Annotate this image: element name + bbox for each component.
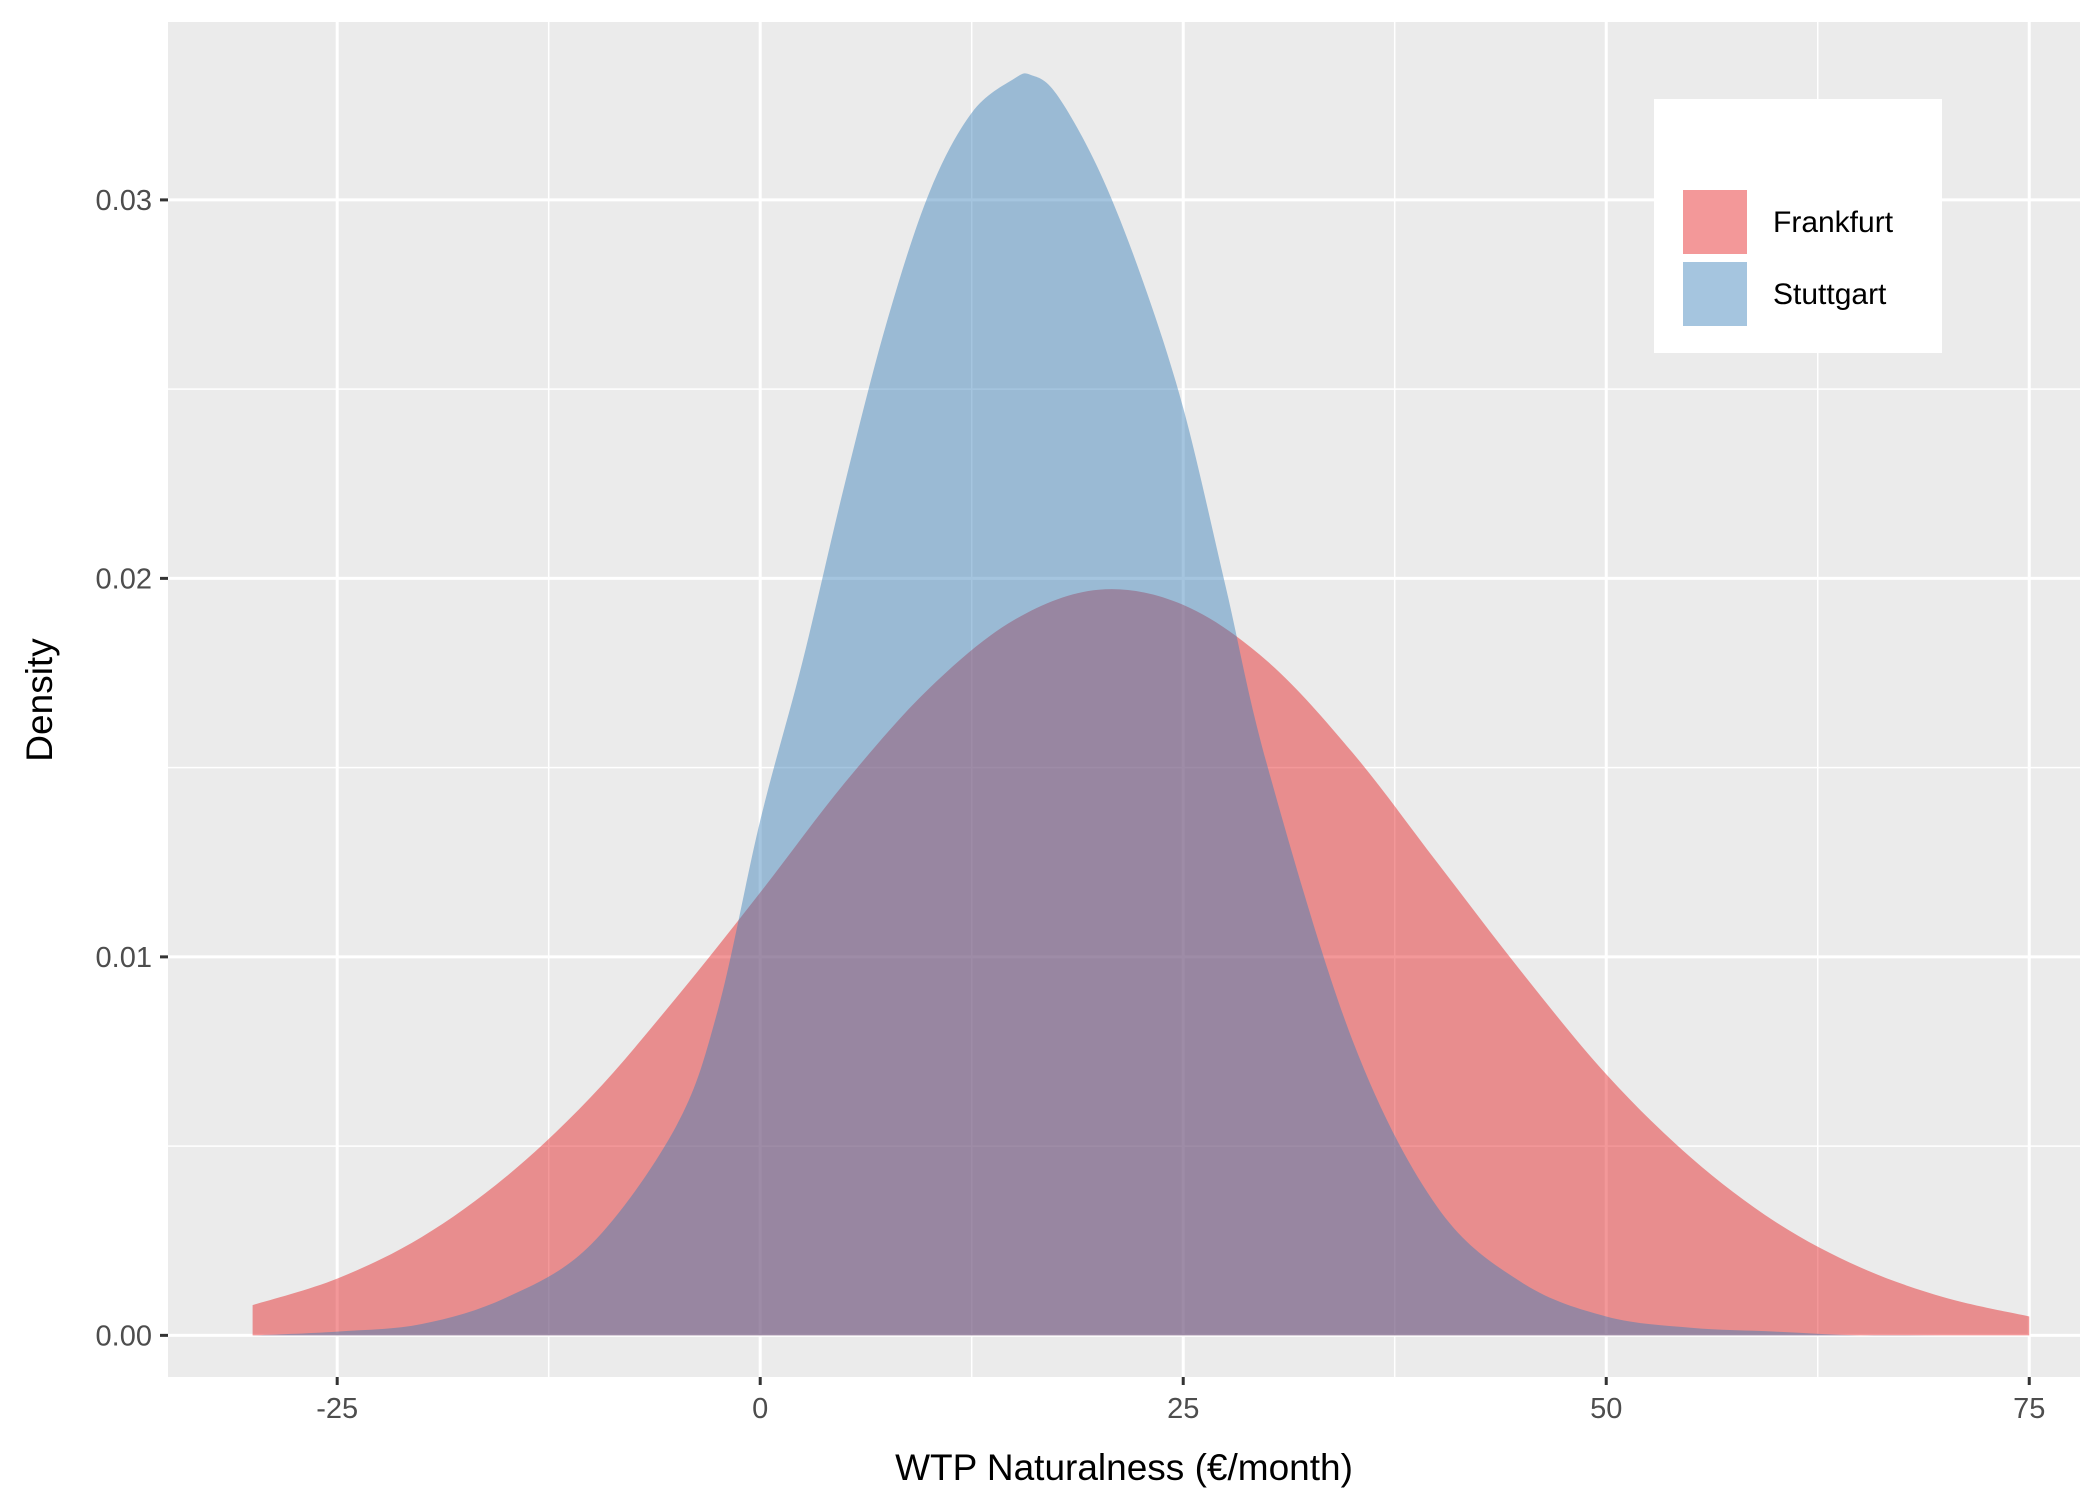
x-tick-label: 0 bbox=[752, 1393, 768, 1425]
y-tick-label: 0.01 bbox=[96, 942, 152, 974]
axes: -25 0 25 50 75 0.00 0.01 0.02 0.03 bbox=[96, 185, 2046, 1425]
legend-label-frankfurt: Frankfurt bbox=[1773, 206, 1894, 239]
legend-swatch-frankfurt bbox=[1683, 190, 1747, 254]
x-tick-label: 75 bbox=[2013, 1393, 2045, 1425]
x-axis-title: WTP Naturalness (€/month) bbox=[895, 1447, 1353, 1488]
x-tick-label: -25 bbox=[316, 1393, 358, 1425]
density-area-stuttgart bbox=[252, 73, 2030, 1336]
y-tick-label: 0.03 bbox=[96, 185, 152, 217]
y-tick-label: 0.00 bbox=[96, 1320, 152, 1352]
major-gridlines bbox=[168, 22, 2080, 1377]
legend-swatch-stuttgart bbox=[1683, 262, 1747, 326]
y-axis-title: Density bbox=[19, 638, 60, 762]
legend-label-stuttgart: Stuttgart bbox=[1773, 278, 1887, 311]
density-areas bbox=[252, 73, 2030, 1336]
y-tick-label: 0.02 bbox=[96, 563, 152, 595]
x-tick-label: 50 bbox=[1590, 1393, 1622, 1425]
x-tick-label: 25 bbox=[1167, 1393, 1199, 1425]
density-area-frankfurt bbox=[252, 589, 2030, 1336]
legend: Frankfurt Stuttgart bbox=[1654, 99, 1942, 353]
legend-key-stuttgart bbox=[1681, 260, 1749, 328]
legend-key-frankfurt bbox=[1681, 188, 1749, 256]
